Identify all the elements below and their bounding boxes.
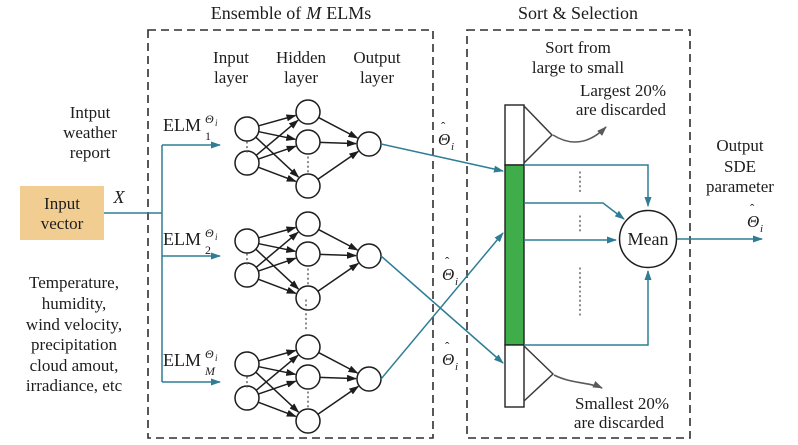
sort-bar-bottom-discard (504, 344, 525, 408)
svg-text:cloud amout,: cloud amout, (30, 356, 119, 375)
svg-text:Sort from: Sort from (545, 38, 611, 57)
input-weather-report-label: Intput weather report (63, 103, 117, 162)
elm-m-label: ELM Θ i M (163, 347, 218, 378)
input-layer-label: Input (213, 48, 249, 67)
svg-text:1: 1 (205, 129, 211, 143)
svg-text:ELM: ELM (163, 229, 201, 249)
svg-text:layer: layer (214, 68, 248, 87)
sort-bar-top-discard (504, 104, 525, 166)
svg-text:wind velocity,: wind velocity, (26, 315, 122, 334)
svg-text:i: i (215, 353, 218, 363)
svg-text:i: i (451, 141, 454, 153)
svg-text:Largest 20%: Largest 20% (580, 81, 666, 100)
elm-2-label: ELM Θ i 2 (163, 226, 218, 257)
svg-text:parameter: parameter (706, 177, 774, 196)
svg-text:Θ: Θ (747, 212, 759, 231)
elm-output-arrows (380, 143, 504, 380)
svg-text:i: i (215, 232, 218, 242)
svg-text:Θ: Θ (442, 265, 454, 284)
svg-text:ˆ: ˆ (445, 339, 450, 354)
svg-text:2: 2 (205, 243, 211, 257)
svg-text:Θ: Θ (205, 112, 214, 126)
bottom-discard-funnel (523, 345, 554, 402)
theta-hat-label-2: Θ ˆ i (442, 254, 458, 288)
sort-selection-title: Sort & Selection (518, 3, 638, 23)
svg-text:layer: layer (360, 68, 394, 87)
svg-text:Θ: Θ (442, 350, 454, 369)
svg-text:ELM: ELM (163, 350, 201, 370)
elm-network-m (235, 335, 381, 433)
hidden-layer-label: Hidden (276, 48, 327, 67)
svg-text:i: i (455, 361, 458, 373)
svg-text:Intput: Intput (70, 103, 111, 122)
ensemble-title: Ensemble of M ELMs (211, 3, 371, 23)
svg-text:humidity,: humidity, (42, 294, 107, 313)
layer-column-headers: Input layer Hidden layer Output layer (213, 48, 401, 87)
svg-text:Output: Output (716, 136, 764, 155)
svg-text:report: report (70, 143, 111, 162)
sort-note-label: Sort from large to small (532, 38, 624, 77)
svg-text:irradiance, etc: irradiance, etc (26, 376, 123, 395)
svg-text:large to small: large to small (532, 58, 624, 77)
svg-text:Θ: Θ (438, 130, 450, 149)
weather-features-list: Temperature, humidity, wind velocity, pr… (26, 273, 123, 395)
largest-discard-arrow (552, 126, 607, 143)
svg-text:Θ: Θ (205, 226, 214, 240)
elm-network-1 (235, 100, 381, 198)
svg-text:i: i (455, 276, 458, 288)
sort-selection-box (466, 29, 691, 439)
input-vector-box (20, 186, 104, 240)
input-vector-label: Input (44, 194, 80, 213)
output-layer-label: Output (353, 48, 401, 67)
svg-text:M: M (204, 364, 216, 378)
elm-network-2 (235, 212, 381, 310)
theta-hat-label-3: Θ ˆ i (442, 339, 458, 373)
svg-text:vector: vector (41, 214, 84, 233)
top-discard-funnel (523, 105, 553, 164)
theta-hat-label-1: Θ ˆ i (438, 119, 454, 153)
smallest-discarded-label: Smallest 20% are discarded (574, 394, 669, 432)
output-sde-parameter-label: Output SDE parameter (706, 136, 774, 196)
smallest-discard-arrow (553, 374, 603, 389)
svg-text:i: i (760, 223, 763, 235)
svg-text:SDE: SDE (724, 157, 756, 176)
x-symbol: X (113, 187, 126, 207)
svg-text:weather: weather (63, 123, 117, 142)
svg-text:precipitation: precipitation (31, 335, 117, 354)
input-branch-arrows (104, 141, 221, 386)
svg-text:ˆ: ˆ (441, 119, 446, 134)
theta-hat-output-label: Θ ˆ i (747, 201, 763, 235)
elm-1-label: ELM Θ i 1 (163, 112, 218, 143)
largest-discarded-label: Largest 20% are discarded (576, 81, 667, 119)
svg-text:are discarded: are discarded (574, 413, 665, 432)
kept-values-to-mean-arrows (524, 164, 652, 346)
ensemble-box (147, 29, 434, 439)
svg-text:Temperature,: Temperature, (29, 273, 119, 292)
mean-label: Mean (628, 229, 669, 249)
svg-text:Θ: Θ (205, 347, 214, 361)
svg-text:are discarded: are discarded (576, 100, 667, 119)
mean-node (618, 209, 678, 269)
svg-text:ˆ: ˆ (445, 254, 450, 269)
svg-text:layer: layer (284, 68, 318, 87)
svg-text:ELM: ELM (163, 115, 201, 135)
svg-text:ˆ: ˆ (750, 201, 755, 216)
sort-bar-kept-middle (504, 164, 525, 346)
svg-text:Smallest 20%: Smallest 20% (575, 394, 669, 413)
svg-text:i: i (215, 118, 218, 128)
